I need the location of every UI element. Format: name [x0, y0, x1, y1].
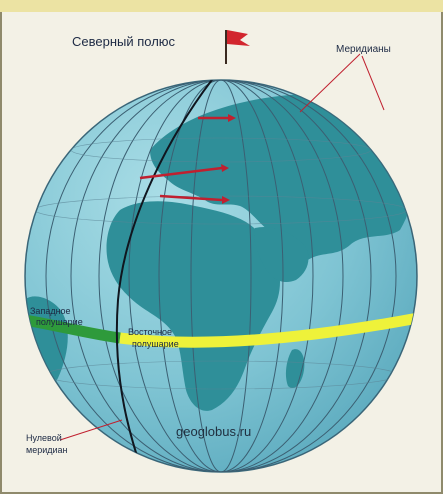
western-hemisphere-line1: Западное	[30, 306, 71, 316]
top-band	[0, 0, 443, 12]
zero-meridian-line1: Нулевой	[26, 433, 62, 443]
watermark-label: geoglobus.ru	[176, 424, 252, 439]
meridian-lines	[25, 80, 417, 472]
zero-meridian-pointer	[59, 419, 123, 441]
north-pole-label: Северный полюс	[72, 34, 176, 49]
pointer-arrows	[139, 116, 228, 202]
eastern-hemisphere-line1: Восточное	[128, 327, 173, 337]
western-hemisphere-line2: полушарие	[36, 317, 83, 327]
landmass-arabia	[254, 226, 309, 283]
western-hemisphere-label: Западное полушарие	[30, 306, 83, 328]
meridians-pointer	[299, 53, 385, 113]
flag-icon	[225, 30, 250, 64]
equator-western	[25, 314, 121, 344]
equator-eastern	[119, 312, 417, 348]
eastern-hemisphere-label: Восточное полушарие	[128, 326, 179, 350]
pointer-heads	[221, 114, 236, 204]
meridians-label: Меридианы	[336, 44, 391, 55]
eastern-hemisphere-line2: полушарие	[132, 339, 179, 349]
zero-meridian-line2: меридиан	[26, 445, 68, 455]
landmass-africa	[106, 201, 280, 411]
prime-meridian	[115, 80, 227, 472]
zero-meridian-label: Нулевой меридиан	[26, 432, 67, 456]
